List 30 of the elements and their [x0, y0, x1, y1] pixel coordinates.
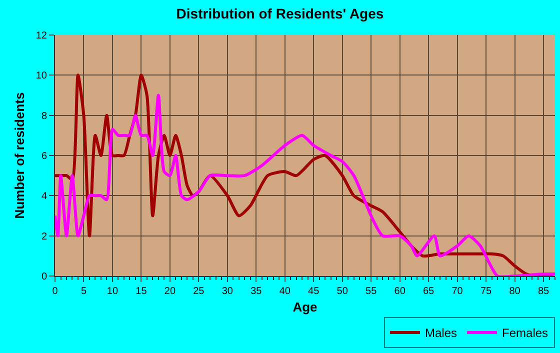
x-tick-label: 30 [222, 286, 234, 297]
y-tick-label: 10 [36, 70, 48, 82]
x-tick-label: 10 [106, 286, 118, 297]
x-tick-label: 15 [136, 286, 148, 297]
x-tick-label: 70 [452, 286, 464, 297]
y-tick-label: 6 [41, 151, 48, 162]
y-axis-title: Number of residents [12, 92, 27, 219]
x-tick-label: 50 [336, 286, 348, 297]
x-tick-label: 55 [366, 286, 378, 297]
legend-label: Females [502, 326, 548, 340]
x-tick-label: 45 [308, 286, 320, 297]
x-axis-title: Age [292, 300, 318, 315]
x-tick-label: 65 [422, 286, 435, 297]
chart-title: Distribution of Residents' Ages [176, 6, 384, 22]
y-tick-label: 8 [41, 110, 48, 122]
x-tick-label: 35 [250, 286, 262, 297]
x-tick-label: 75 [480, 286, 492, 297]
y-tick-label: 0 [41, 272, 48, 282]
y-tick-label: 4 [41, 191, 48, 202]
x-tick-label: 40 [279, 286, 291, 297]
y-tick-label: 2 [41, 231, 48, 242]
x-tick-label: 80 [509, 286, 521, 297]
x-tick-label: 85 [538, 286, 550, 297]
x-tick-label: 60 [394, 286, 406, 297]
x-tick-label: 0 [52, 286, 58, 297]
x-tick-label: 5 [80, 286, 87, 297]
legend-label: Males [425, 326, 458, 340]
x-tick-label: 25 [193, 286, 205, 297]
y-tick-label: 12 [36, 30, 48, 42]
x-tick-label: 20 [164, 286, 176, 297]
